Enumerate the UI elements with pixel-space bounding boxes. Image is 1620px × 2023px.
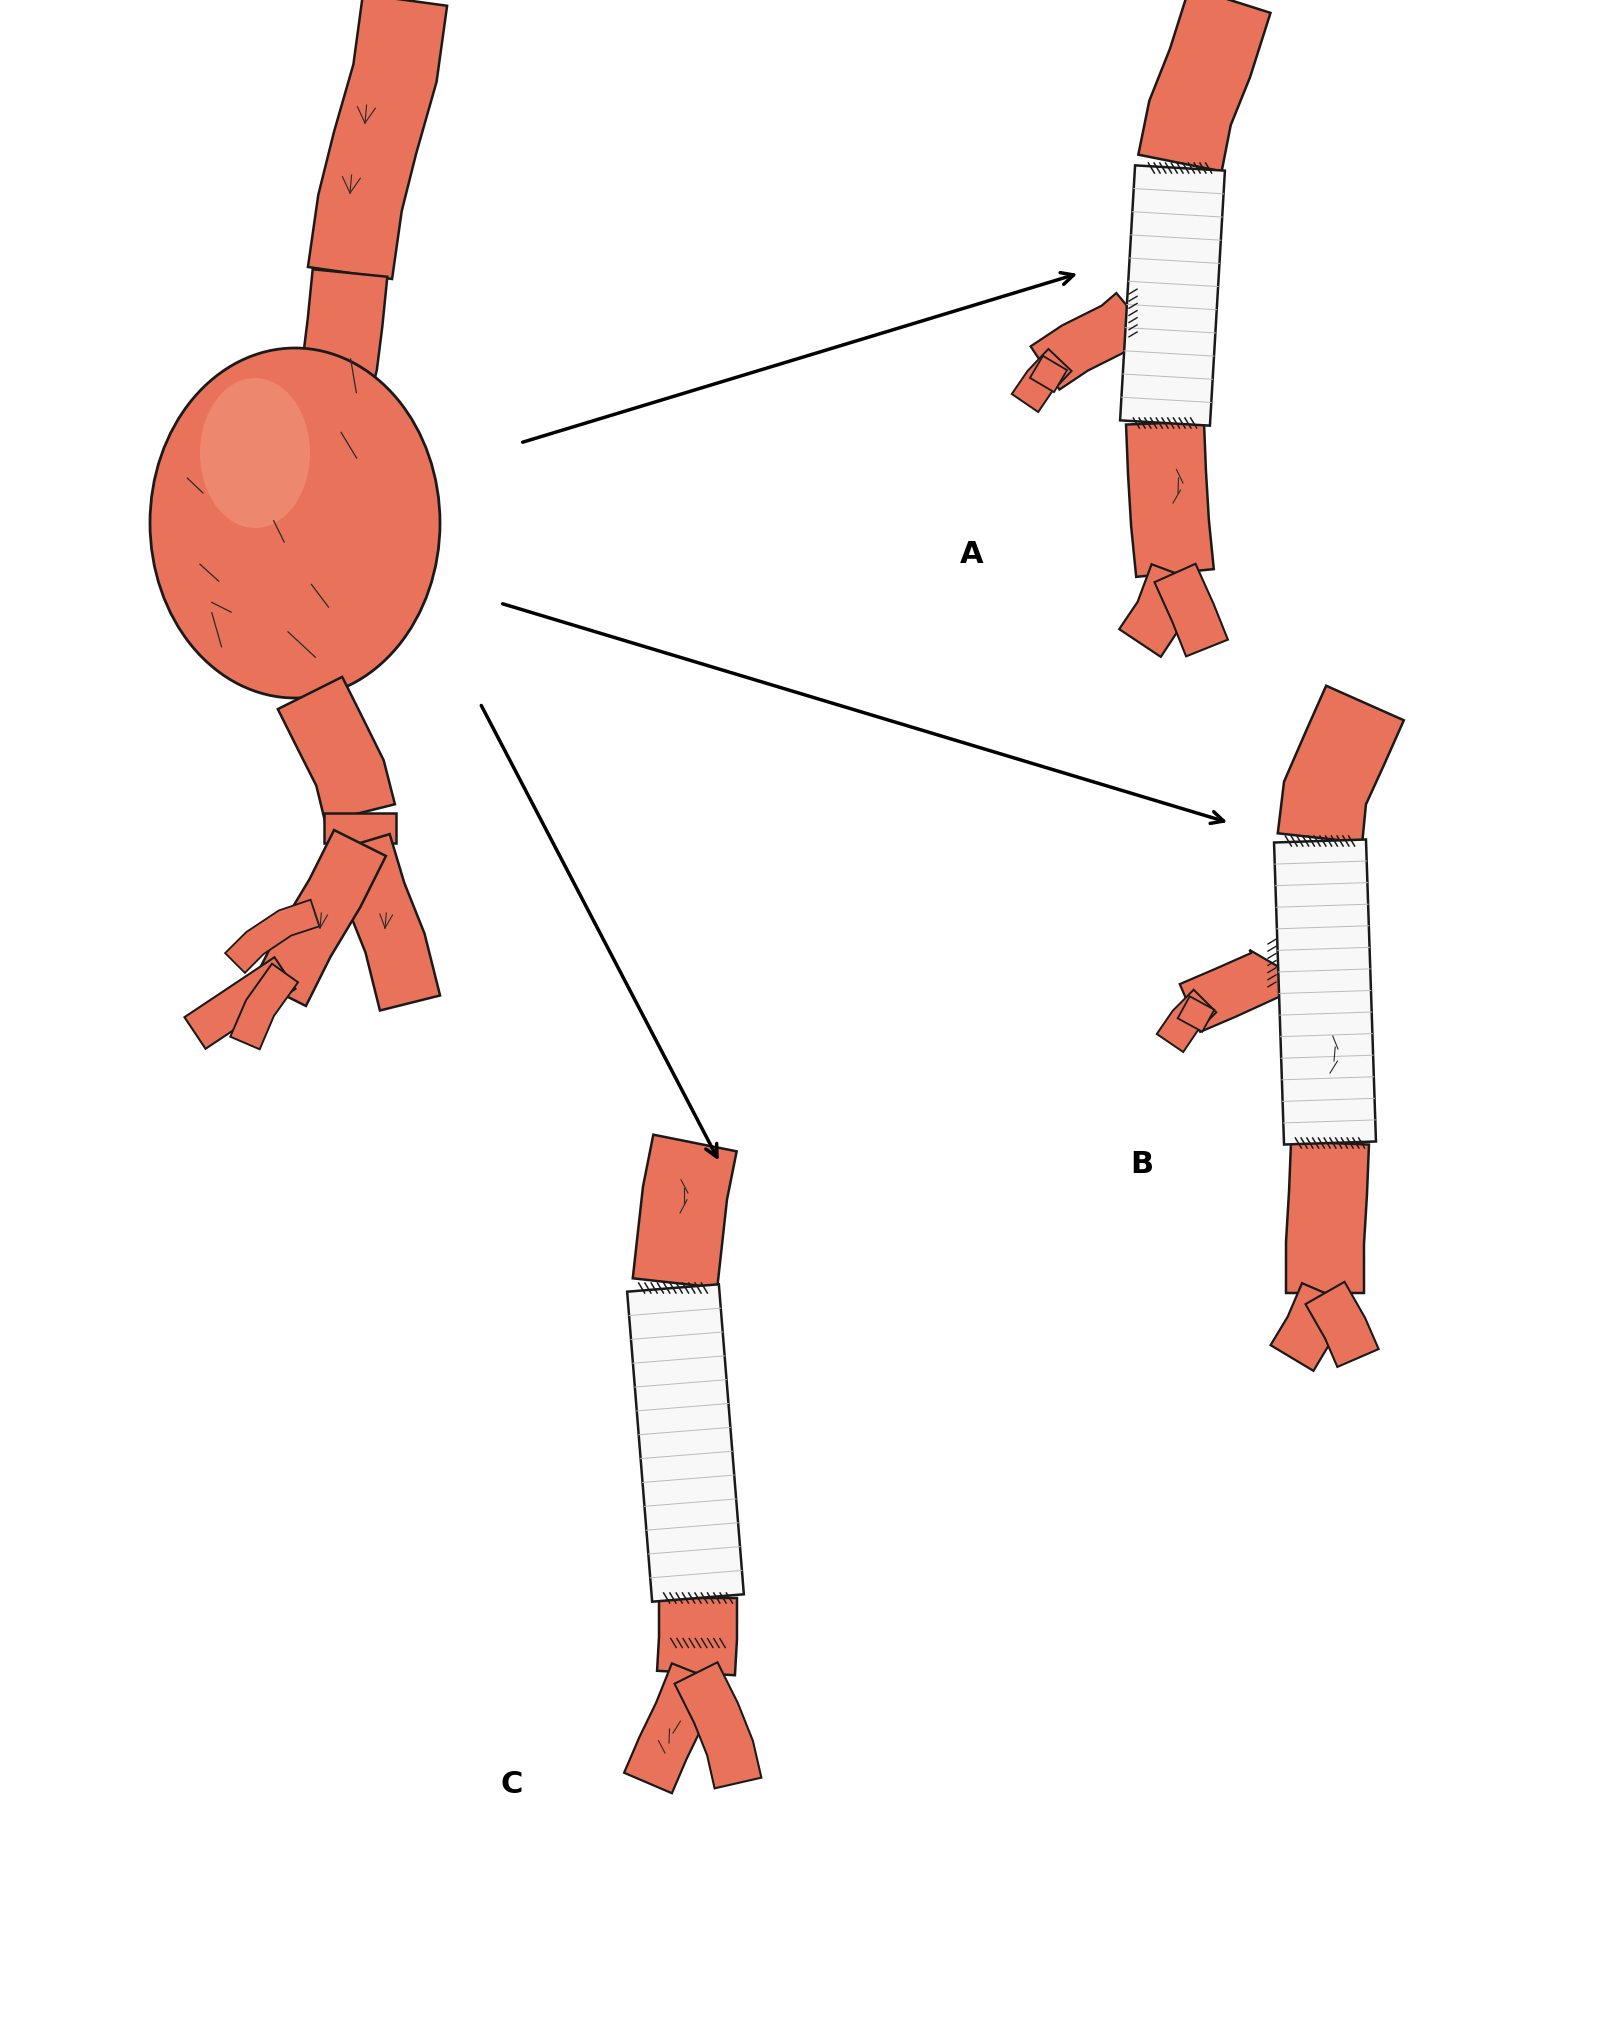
Polygon shape	[1273, 840, 1375, 1145]
Polygon shape	[254, 829, 386, 1005]
Polygon shape	[1139, 0, 1270, 172]
Polygon shape	[230, 963, 298, 1050]
Polygon shape	[293, 269, 387, 413]
Text: B: B	[1131, 1149, 1153, 1179]
Polygon shape	[1178, 995, 1215, 1032]
Text: C: C	[501, 1770, 522, 1798]
Polygon shape	[1119, 564, 1199, 657]
Polygon shape	[674, 1663, 761, 1788]
Polygon shape	[624, 1663, 721, 1792]
Polygon shape	[1155, 564, 1228, 655]
Polygon shape	[1278, 686, 1405, 844]
Polygon shape	[1012, 348, 1071, 413]
Polygon shape	[1126, 421, 1213, 577]
Polygon shape	[1270, 1283, 1348, 1372]
Polygon shape	[658, 1598, 737, 1675]
Polygon shape	[324, 813, 395, 844]
Text: A: A	[961, 540, 983, 568]
Ellipse shape	[151, 348, 441, 698]
Polygon shape	[277, 678, 395, 821]
Polygon shape	[1119, 166, 1225, 425]
Polygon shape	[1306, 1283, 1379, 1368]
Polygon shape	[633, 1135, 737, 1289]
Polygon shape	[308, 0, 447, 279]
Polygon shape	[1030, 356, 1068, 392]
Polygon shape	[1030, 293, 1150, 390]
Polygon shape	[1286, 1141, 1369, 1293]
Polygon shape	[330, 833, 441, 1012]
Polygon shape	[1157, 989, 1217, 1052]
Polygon shape	[225, 900, 319, 973]
Ellipse shape	[199, 378, 309, 528]
Polygon shape	[1179, 951, 1294, 1032]
Polygon shape	[627, 1285, 744, 1602]
Polygon shape	[185, 957, 295, 1048]
